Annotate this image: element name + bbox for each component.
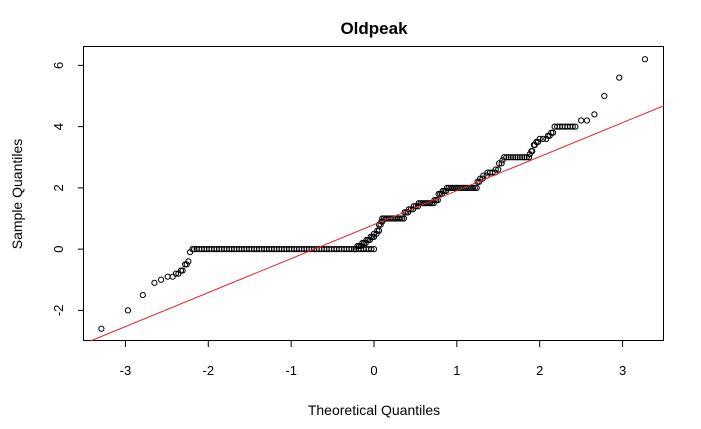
data-point — [410, 203, 417, 210]
x-tick-label: -3 — [120, 363, 132, 378]
data-point — [473, 184, 480, 191]
y-tick-label: 0 — [51, 246, 66, 253]
data-point — [489, 169, 496, 176]
data-point — [179, 267, 186, 274]
y-tick-label: 4 — [51, 123, 66, 130]
y-axis-label: Sample Quantiles — [9, 139, 25, 250]
data-point — [500, 154, 508, 161]
x-tick-label: 0 — [370, 363, 377, 378]
data-point — [546, 132, 553, 139]
data-point — [591, 111, 598, 118]
data-point — [492, 166, 499, 173]
data-point — [124, 307, 132, 314]
data-point — [507, 154, 514, 161]
data-point — [169, 273, 176, 280]
data-point — [398, 215, 406, 222]
data-point — [543, 135, 550, 142]
data-point — [516, 154, 524, 161]
data-point — [164, 273, 171, 280]
data-point — [379, 218, 386, 225]
plot-frame — [83, 46, 664, 341]
data-point — [495, 166, 502, 173]
data-point — [139, 291, 146, 299]
y-axis: -2 0 2 4 6 — [51, 62, 84, 316]
data-point — [357, 242, 364, 250]
data-point — [601, 92, 608, 100]
reference-line — [90, 105, 665, 342]
data-point — [512, 154, 519, 161]
data-point — [525, 154, 533, 161]
data-point — [471, 184, 478, 191]
chart-title: Oldpeak — [340, 19, 408, 38]
data-point — [505, 154, 512, 161]
x-tick-label: -1 — [285, 363, 297, 378]
data-point — [641, 56, 649, 63]
data-point — [434, 197, 441, 204]
data-point — [514, 154, 521, 161]
data-point — [572, 123, 579, 130]
data-point — [529, 148, 536, 155]
data-point — [183, 261, 190, 268]
data-point — [370, 230, 378, 237]
data-point — [370, 246, 378, 253]
x-axis-label: Theoretical Quantiles — [308, 402, 440, 418]
y-tick-label: -2 — [51, 305, 66, 317]
y-tick-label: 2 — [51, 184, 66, 191]
data-point — [476, 178, 483, 185]
data-point — [531, 141, 538, 149]
data-point — [534, 138, 542, 146]
data-point — [503, 154, 510, 161]
data-point — [151, 279, 158, 286]
data-point — [510, 154, 517, 161]
data-point — [368, 246, 375, 253]
data-point — [375, 227, 383, 234]
data-point — [157, 276, 165, 283]
data-points — [98, 56, 649, 332]
data-point — [498, 160, 505, 167]
data-point — [578, 117, 585, 124]
data-point — [98, 325, 105, 332]
y-tick-label: 6 — [51, 62, 66, 69]
x-tick-label: 1 — [453, 363, 460, 378]
data-point — [521, 154, 528, 161]
data-point — [348, 246, 355, 253]
data-point — [172, 270, 180, 277]
data-point — [496, 160, 503, 167]
data-point — [539, 135, 547, 142]
data-point — [480, 172, 487, 179]
data-point — [469, 184, 477, 191]
data-point — [499, 157, 506, 164]
x-tick-label: 3 — [619, 363, 626, 378]
x-axis: -3 -2 -1 0 1 2 3 — [120, 341, 626, 378]
data-point — [523, 154, 530, 161]
data-point — [583, 117, 591, 124]
data-point — [616, 74, 623, 81]
x-tick-label: 2 — [536, 363, 543, 378]
data-point — [569, 123, 576, 130]
data-point — [185, 258, 192, 265]
x-tick-label: -2 — [203, 363, 215, 378]
data-point — [519, 154, 526, 161]
data-point — [549, 129, 557, 136]
data-point — [397, 215, 404, 222]
data-point — [536, 135, 543, 142]
data-point — [400, 215, 407, 222]
